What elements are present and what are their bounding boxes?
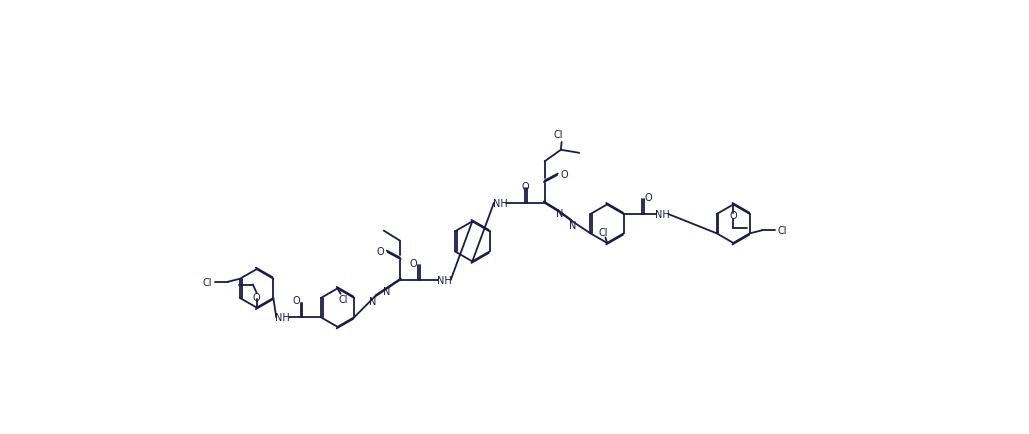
- Text: O: O: [730, 211, 737, 221]
- Text: N: N: [557, 208, 564, 218]
- Text: Cl: Cl: [203, 277, 212, 287]
- Text: N: N: [569, 221, 576, 231]
- Text: NH: NH: [275, 312, 290, 322]
- Text: O: O: [292, 296, 300, 306]
- Text: N: N: [383, 287, 391, 297]
- Text: Cl: Cl: [553, 130, 563, 140]
- Text: O: O: [253, 292, 260, 302]
- Text: NH: NH: [437, 275, 452, 285]
- Text: O: O: [560, 169, 568, 179]
- Text: O: O: [644, 193, 652, 203]
- Text: N: N: [369, 296, 377, 306]
- Text: O: O: [377, 246, 385, 256]
- Text: Cl: Cl: [599, 227, 608, 237]
- Text: NH: NH: [654, 210, 670, 220]
- Text: NH: NH: [493, 198, 507, 208]
- Text: O: O: [410, 258, 418, 268]
- Text: Cl: Cl: [778, 226, 787, 236]
- Text: Cl: Cl: [339, 294, 349, 304]
- Text: O: O: [522, 181, 529, 191]
